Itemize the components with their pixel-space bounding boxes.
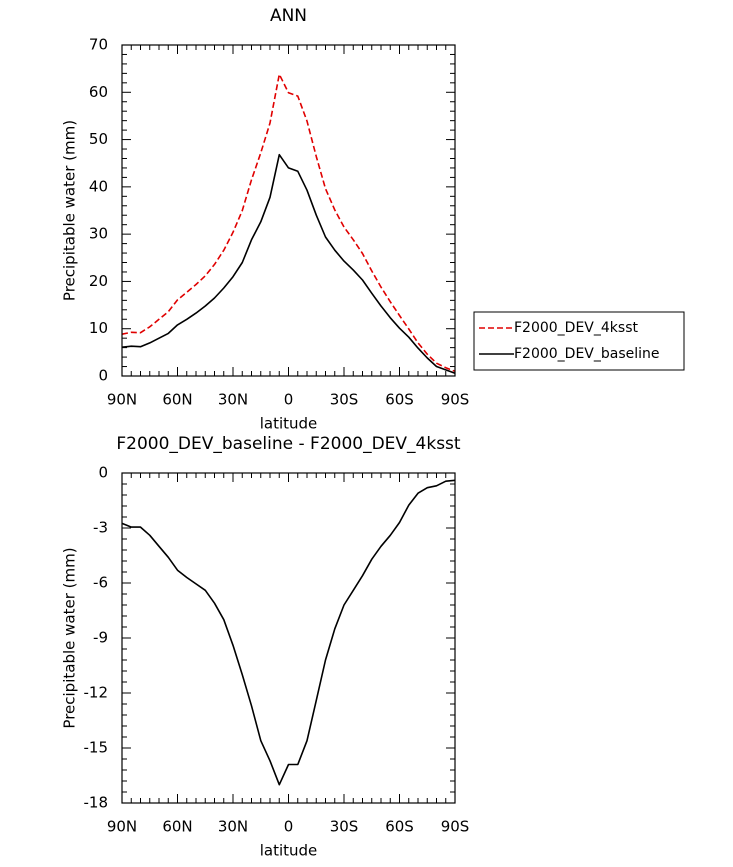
x-tick-label: 60S	[385, 818, 414, 836]
y-tick-label: -12	[84, 684, 109, 702]
data-line	[121, 73, 456, 373]
y-tick-label: 70	[89, 36, 108, 54]
y-tick-label: -18	[84, 794, 109, 812]
data-line	[121, 153, 456, 374]
x-tick-label: 30S	[330, 391, 359, 409]
x-tick-label: 90S	[441, 391, 470, 409]
y-tick-label: 20	[89, 272, 108, 290]
x-tick-label: 60N	[162, 391, 192, 409]
y-tick-label: 40	[89, 177, 108, 195]
y-tick-label: 50	[89, 130, 108, 148]
x-tick-label: 90N	[107, 391, 137, 409]
x-tick-label: 0	[284, 818, 294, 836]
y-tick-label: 10	[89, 319, 108, 337]
legend-box	[473, 311, 685, 371]
plot-frame	[121, 472, 456, 804]
y-tick-label: -9	[93, 629, 108, 647]
data-line	[121, 479, 456, 786]
x-tick-label: 30S	[330, 818, 359, 836]
x-axis-label: latitude	[260, 842, 318, 860]
plot-frame	[121, 44, 456, 377]
x-tick-label: 30N	[218, 391, 248, 409]
chart-title: F2000_DEV_baseline - F2000_DEV_4ksst	[116, 434, 461, 454]
y-axis-label: Precipitable water (mm)	[61, 547, 79, 728]
y-tick-label: -15	[84, 739, 109, 757]
y-tick-label: 60	[89, 83, 108, 101]
x-tick-label: 90S	[441, 818, 470, 836]
chart-title: ANN	[270, 6, 307, 26]
y-tick-label: 0	[98, 464, 108, 482]
y-tick-label: -6	[93, 574, 108, 592]
x-tick-label: 60N	[162, 818, 192, 836]
x-tick-label: 30N	[218, 818, 248, 836]
legend-label: F2000_DEV_baseline	[514, 346, 660, 362]
y-tick-label: 30	[89, 225, 108, 243]
x-tick-label: 90N	[107, 818, 137, 836]
y-tick-label: 0	[98, 367, 108, 385]
x-axis-label: latitude	[260, 415, 318, 433]
y-tick-label: -3	[93, 519, 108, 537]
y-axis-label: Precipitable water (mm)	[61, 120, 79, 301]
legend-label: F2000_DEV_4ksst	[514, 320, 638, 336]
x-tick-label: 0	[284, 391, 294, 409]
x-tick-label: 60S	[385, 391, 414, 409]
